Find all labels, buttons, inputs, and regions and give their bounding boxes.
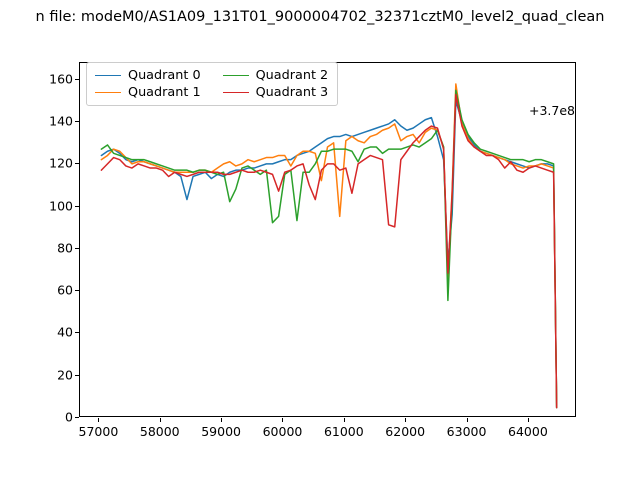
legend-label-quadrant-2: Quadrant 2 xyxy=(255,68,329,83)
legend-swatch-quadrant-0 xyxy=(95,75,121,76)
y-tick-label: 60 xyxy=(57,282,73,298)
y-tick-label: 160 xyxy=(49,71,73,87)
x-tick-label: 61000 xyxy=(323,424,364,439)
legend-swatch-quadrant-1 xyxy=(95,92,121,93)
x-tick-mark xyxy=(405,418,407,422)
y-tick-label: 80 xyxy=(57,240,73,256)
x-tick-label: 57000 xyxy=(78,424,119,439)
x-tick-mark xyxy=(221,418,223,422)
chart-title-container: n file: modeM0/AS1A09_131T01_9000004702_… xyxy=(0,6,640,28)
legend-item-quadrant-0: Quadrant 0 xyxy=(95,68,201,83)
legend-swatch-quadrant-3 xyxy=(222,92,249,93)
chart-legend: Quadrant 0 Quadrant 2 Quadrant 1 Quadran… xyxy=(86,62,339,106)
x-tick-mark xyxy=(159,418,161,422)
legend-item-quadrant-1: Quadrant 1 xyxy=(95,85,201,100)
x-tick-label: 59000 xyxy=(201,424,241,439)
y-tick-mark xyxy=(75,417,79,418)
y-tick-label: 120 xyxy=(49,155,73,171)
x-tick-label: 60000 xyxy=(262,424,303,439)
y-tick-label: 0 xyxy=(65,409,73,425)
plot-lines xyxy=(80,63,575,416)
legend-label-quadrant-1: Quadrant 1 xyxy=(128,85,201,100)
legend-label-quadrant-3: Quadrant 3 xyxy=(255,85,329,100)
x-tick-label: 63000 xyxy=(446,424,487,439)
x-tick-label: 58000 xyxy=(139,424,180,439)
legend-item-quadrant-3: Quadrant 3 xyxy=(222,85,329,100)
plot-axes: 57000 58000 59000 60000 61000 62000 63000 64000… xyxy=(79,62,576,439)
chart-title: n file: modeM0/AS1A09_131T01_9000004702_… xyxy=(35,9,605,25)
x-tick-mark xyxy=(98,418,100,422)
line-quadrant-3 xyxy=(101,95,556,408)
legend-item-quadrant-2: Quadrant 2 xyxy=(222,68,329,83)
y-tick-label: 140 xyxy=(49,113,73,129)
x-axis-offset-label: +3.7e8 xyxy=(529,103,575,118)
x-axis-ticks: 57000 58000 59000 60000 61000 62000 63000 64000 xyxy=(79,63,575,439)
x-tick-mark xyxy=(343,418,345,422)
line-quadrant-2 xyxy=(101,90,556,407)
x-tick-label: 62000 xyxy=(385,424,426,439)
x-tick-mark xyxy=(466,418,468,422)
legend-swatch-quadrant-2 xyxy=(222,75,249,76)
x-tick-mark xyxy=(527,418,529,422)
y-tick-label: 40 xyxy=(57,324,73,340)
legend-label-quadrant-0: Quadrant 0 xyxy=(128,68,201,83)
y-tick-label: 20 xyxy=(57,367,73,383)
y-tick-label: 100 xyxy=(49,198,73,214)
x-tick-mark xyxy=(282,418,284,422)
x-tick-label: 64000 xyxy=(508,424,548,439)
